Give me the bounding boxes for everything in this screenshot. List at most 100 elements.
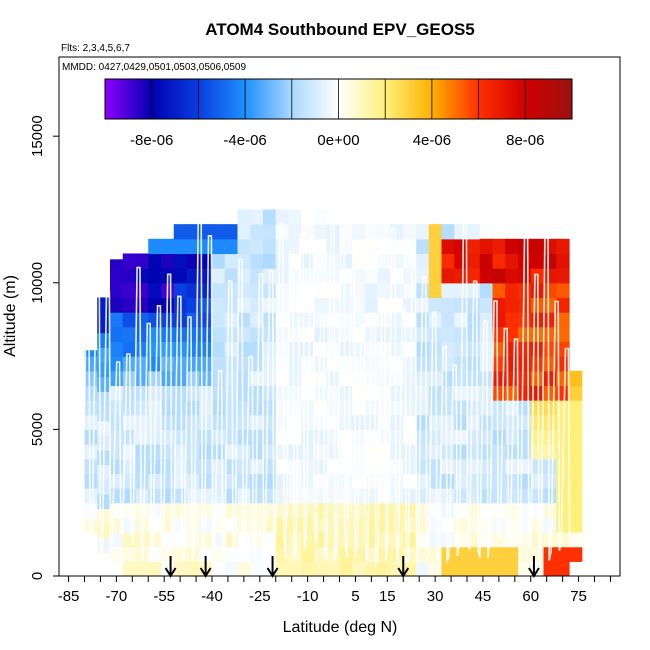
- heatmap-cell: [352, 282, 366, 299]
- heatmap-cell: [161, 458, 175, 474]
- heatmap-cell: [530, 429, 545, 445]
- heatmap-cell: [275, 444, 290, 460]
- heatmap-cell: [237, 385, 251, 401]
- heatmap-cell: [161, 414, 175, 430]
- heatmap-cell: [288, 400, 302, 416]
- heatmap-cell: [339, 400, 353, 416]
- heatmap-cell: [161, 370, 175, 387]
- heatmap-cell: [365, 268, 379, 284]
- heatmap-cell: [339, 370, 353, 387]
- heatmap-cell: [454, 282, 468, 299]
- heatmap-cell: [288, 385, 302, 401]
- heatmap-cell: [212, 444, 226, 460]
- heatmap-cell: [505, 238, 519, 255]
- heatmap-cell: [403, 224, 417, 240]
- colorbar-dividers: [151, 79, 573, 119]
- heatmap-cell: [441, 546, 455, 562]
- heatmap-cell: [275, 546, 290, 562]
- heatmap-cell: [212, 341, 226, 357]
- heatmap-cell: [492, 253, 506, 269]
- heatmap-cell: [122, 282, 137, 299]
- heatmap-cell: [275, 488, 290, 504]
- heatmap-cell: [530, 444, 545, 460]
- heatmap-cell: [416, 385, 430, 401]
- heatmap-cell: [135, 532, 149, 548]
- heatmap-cell: [467, 429, 481, 445]
- heatmap-cell: [518, 458, 532, 474]
- heatmap-cell: [569, 444, 583, 460]
- heatmap-cell: [275, 209, 290, 225]
- heatmap-cell: [263, 209, 277, 225]
- x-tick-label: -70: [106, 588, 128, 605]
- heatmap-cell: [518, 312, 532, 328]
- heatmap-cell: [339, 488, 353, 504]
- heatmap-cell: [543, 312, 557, 328]
- heatmap-cell: [441, 341, 455, 357]
- heatmap-cell: [224, 400, 239, 416]
- heatmap-cell: [352, 238, 366, 255]
- heatmap-cell: [518, 546, 532, 562]
- heatmap-cell: [301, 561, 315, 576]
- heatmap-cell: [352, 502, 366, 518]
- heatmap-cell: [518, 297, 532, 313]
- heatmap-cell: [135, 341, 149, 357]
- heatmap-cell: [518, 341, 532, 357]
- heatmap-cell: [569, 429, 583, 445]
- heatmap-cell: [326, 473, 341, 489]
- heatmap-cell: [135, 414, 149, 430]
- heatmap-cell: [275, 400, 290, 416]
- x-axis-label: Latitude (deg N): [283, 619, 398, 636]
- heatmap-cell: [543, 444, 557, 460]
- heatmap-cell: [352, 517, 366, 533]
- heatmap-cell: [505, 385, 519, 401]
- heatmap-cell: [186, 370, 200, 387]
- heatmap-cell: [224, 488, 239, 504]
- heatmap-cell: [403, 253, 417, 269]
- heatmap-cell: [467, 561, 481, 576]
- heatmap-cell: [416, 326, 430, 343]
- heatmap-cell: [530, 473, 545, 489]
- heatmap-cell: [314, 238, 328, 255]
- heatmap-cell: [84, 350, 98, 357]
- heatmap-cell: [454, 326, 468, 343]
- heatmap-cell: [288, 356, 302, 372]
- heatmap-cell: [543, 238, 557, 255]
- heatmap-cell: [390, 444, 404, 460]
- heatmap-cell: [110, 473, 124, 489]
- heatmap-cell: [135, 444, 149, 460]
- heatmap-cell: [390, 532, 404, 548]
- heatmap-cell: [122, 268, 137, 284]
- heatmap-cell: [326, 444, 341, 460]
- heatmap-cell: [314, 209, 328, 225]
- heatmap-cell: [530, 458, 545, 474]
- heatmap-cell: [199, 326, 213, 343]
- heatmap-cell: [441, 385, 455, 401]
- heatmap-cell: [365, 370, 379, 387]
- heatmap-cell: [314, 473, 328, 489]
- heatmap-cell: [173, 488, 188, 504]
- heatmap-cell: [556, 517, 570, 533]
- heatmap-cell: [186, 458, 200, 474]
- heatmap-cell: [454, 502, 468, 518]
- heatmap-cell: [492, 282, 506, 299]
- heatmap-cell: [84, 370, 98, 387]
- heatmap-cell: [97, 361, 111, 378]
- heatmap-cell: [505, 356, 519, 372]
- heatmap-cell: [84, 517, 98, 533]
- heatmap-cell: [135, 253, 149, 269]
- heatmap-cell: [263, 356, 277, 372]
- heatmap-cell: [199, 268, 213, 284]
- heatmap-cell: [505, 546, 519, 562]
- heatmap-cell: [250, 561, 264, 576]
- x-tick-label: -40: [201, 588, 223, 605]
- heatmap-cell: [212, 238, 226, 255]
- heatmap-cell: [199, 238, 213, 255]
- heatmap-cell: [390, 282, 404, 299]
- heatmap-cell: [326, 546, 341, 562]
- heatmap-cell: [186, 488, 200, 504]
- heatmap-cell: [505, 414, 519, 430]
- heatmap-cell: [428, 488, 443, 504]
- heatmap-cell: [556, 253, 570, 269]
- heatmap-cell: [224, 458, 239, 474]
- heatmap-cell: [110, 429, 124, 445]
